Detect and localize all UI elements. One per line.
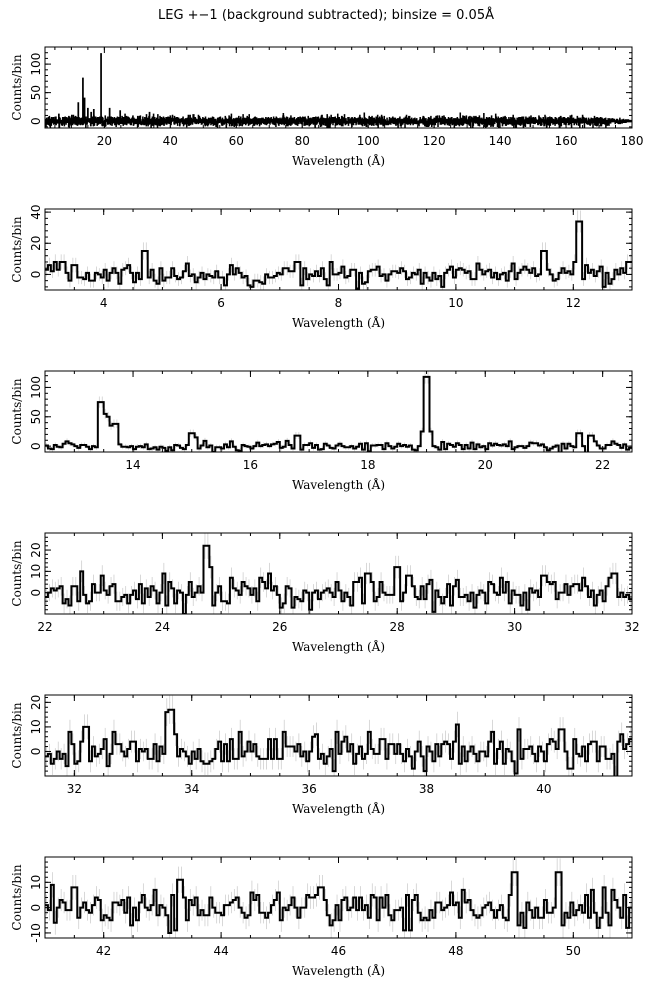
x-tick-label: 48 <box>448 944 463 958</box>
x-tick-label: 18 <box>360 458 375 472</box>
x-tick-label: 140 <box>489 134 512 148</box>
y-axis-title: Counts/bin <box>10 702 24 768</box>
x-tick-label: 34 <box>184 782 199 796</box>
y-tick-label: 0 <box>29 117 43 125</box>
panel-2: 4 6 8 10 12 0 20 40 Wavelength (Å) Counts/bin <box>10 204 633 330</box>
panel-4: 22 24 26 28 30 32 0 10 20 Wavelength (Å) Counts/bi… <box>10 532 640 654</box>
x-axis-title: Wavelength (Å) <box>292 639 385 654</box>
y-tick-label: -10 <box>29 923 43 943</box>
y-tick-label: 20 <box>29 236 43 251</box>
x-tick-label: 14 <box>125 458 140 472</box>
y-axis-title: Counts/bin <box>10 864 24 930</box>
panel-6: 42 44 46 48 50 -10 0 10 Wavelength (Å) Counts/bin <box>10 856 633 978</box>
x-tick-label: 44 <box>213 944 228 958</box>
x-tick-label: 22 <box>37 620 52 634</box>
y-tick-label: 20 <box>29 695 43 710</box>
x-tick-label: 16 <box>243 458 258 472</box>
x-tick-label: 30 <box>507 620 522 634</box>
y-tick-label: 10 <box>29 564 43 579</box>
y-tick-label: 50 <box>29 85 43 100</box>
x-tick-label: 24 <box>155 620 170 634</box>
y-tick-label: 0 <box>29 442 43 450</box>
x-tick-label: 32 <box>624 620 639 634</box>
spectrum-line-1 <box>45 53 632 128</box>
x-tick-label: 120 <box>423 134 446 148</box>
spectrum-line-4 <box>45 544 632 614</box>
y-axis-title: Counts/bin <box>10 216 24 282</box>
plot-frame <box>44 532 633 615</box>
panel-5: 32 34 36 38 40 0 10 20 Wavelength (Å) Counts/bin <box>10 694 633 816</box>
spectrum-line-3 <box>45 375 632 452</box>
x-tick-label: 32 <box>67 782 82 796</box>
y-tick-label: 0 <box>29 271 43 279</box>
x-tick-label: 42 <box>96 944 111 958</box>
spectrum-line-5 <box>45 708 632 776</box>
x-tick-label: 4 <box>100 296 108 310</box>
x-tick-label: 22 <box>595 458 610 472</box>
x-tick-label: 38 <box>419 782 434 796</box>
x-axis-title: Wavelength (Å) <box>292 477 385 492</box>
x-tick-label: 46 <box>331 944 346 958</box>
x-tick-label: 80 <box>295 134 310 148</box>
y-axis-title: Counts/bin <box>10 540 24 606</box>
x-tick-label: 180 <box>621 134 644 148</box>
y-tick-label: 0 <box>29 748 43 756</box>
y-tick-label: 0 <box>29 589 43 597</box>
x-tick-label: 28 <box>390 620 405 634</box>
y-tick-label: 100 <box>29 53 43 76</box>
x-tick-label: 40 <box>163 134 178 148</box>
x-tick-label: 160 <box>555 134 578 148</box>
y-tick-label: 10 <box>29 875 43 890</box>
plot-frame <box>44 370 633 453</box>
spectrum-line-6 <box>45 871 632 934</box>
y-tick-label: 40 <box>29 204 43 219</box>
y-tick-label: 0 <box>29 904 43 912</box>
spectrum-line-2 <box>45 220 632 290</box>
x-tick-label: 8 <box>335 296 343 310</box>
y-tick-label: 10 <box>29 719 43 734</box>
x-tick-label: 6 <box>217 296 225 310</box>
y-axis-title: Counts/bin <box>10 378 24 444</box>
x-tick-label: 36 <box>302 782 317 796</box>
y-tick-label: 50 <box>29 409 43 424</box>
panel-1: 20 40 60 80 100 120 140 160 180 0 50 100 Wavelength … <box>10 46 644 168</box>
x-tick-label: 12 <box>566 296 581 310</box>
x-axis-title: Wavelength (Å) <box>292 153 385 168</box>
panel-3: 14 16 18 20 22 0 50 100 Wavelength (Å) Counts/bin <box>10 370 633 492</box>
y-tick-label: 20 <box>29 542 43 557</box>
x-axis-title: Wavelength (Å) <box>292 801 385 816</box>
x-tick-label: 26 <box>272 620 287 634</box>
x-tick-label: 20 <box>478 458 493 472</box>
x-tick-label: 50 <box>566 944 581 958</box>
x-tick-label: 20 <box>97 134 112 148</box>
error-bars-2 <box>46 210 631 290</box>
x-tick-label: 40 <box>536 782 551 796</box>
x-tick-label: 10 <box>448 296 463 310</box>
x-tick-label: 100 <box>357 134 380 148</box>
x-axis-title: Wavelength (Å) <box>292 315 385 330</box>
y-tick-label: 100 <box>29 376 43 399</box>
y-axis-title: Counts/bin <box>10 54 24 120</box>
x-axis-title: Wavelength (Å) <box>292 963 385 978</box>
figure-title: LEG +−1 (background subtracted); binsize… <box>157 8 494 23</box>
x-tick-label: 60 <box>229 134 244 148</box>
plot-frame <box>44 46 633 129</box>
